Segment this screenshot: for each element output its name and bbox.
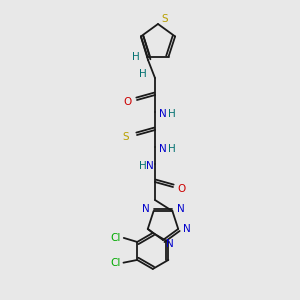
- Text: H: H: [139, 69, 147, 79]
- Text: S: S: [162, 14, 168, 24]
- Text: N: N: [142, 204, 149, 214]
- Text: Cl: Cl: [111, 233, 121, 243]
- Text: N: N: [176, 204, 184, 214]
- Text: H: H: [132, 52, 140, 62]
- Text: Cl: Cl: [110, 258, 121, 268]
- Text: H: H: [168, 144, 176, 154]
- Text: O: O: [178, 184, 186, 194]
- Text: H: H: [139, 161, 147, 171]
- Text: S: S: [123, 132, 129, 142]
- Text: N: N: [183, 224, 191, 234]
- Text: N: N: [146, 161, 154, 171]
- Text: O: O: [124, 97, 132, 107]
- Text: N: N: [159, 109, 167, 119]
- Text: N: N: [159, 144, 167, 154]
- Text: N: N: [166, 239, 174, 249]
- Text: H: H: [168, 109, 176, 119]
